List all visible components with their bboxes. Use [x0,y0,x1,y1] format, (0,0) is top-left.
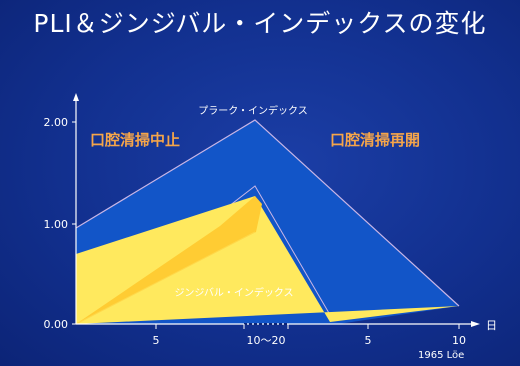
chart-title: PLI＆ジンジバル・インデックスの変化 [33,9,487,38]
x-tick-label: 10〜20 [247,334,286,347]
x-tick-label: 5 [365,334,372,347]
x-tick-label: 10 [452,334,466,347]
series-label-gingival-index: ジンジバル・インデックス [174,286,293,299]
y-tick-label: 0.00 [44,318,69,331]
gingival-index-area [76,196,459,324]
y-axis-arrow [73,93,79,101]
y-tick-label: 1.00 [44,218,69,231]
series-label-plaque-index: プラーク・インデックス [198,104,308,117]
y-tick-label: 2.00 [44,116,69,129]
source-credit: 1965 Löe [418,350,465,361]
x-tick-label: 5 [153,334,160,347]
x-axis-unit: 日 [486,319,497,332]
gingival-index-area-dark [76,196,262,324]
gingival-index-peak-line [75,231,256,325]
axis-ticks [72,121,460,329]
phase-label-stop: 口腔清掃中止 [90,131,180,149]
phase-label-resume: 口腔清掃再開 [330,131,420,149]
x-axis-arrow [471,321,480,327]
plaque-index-line [75,119,460,307]
